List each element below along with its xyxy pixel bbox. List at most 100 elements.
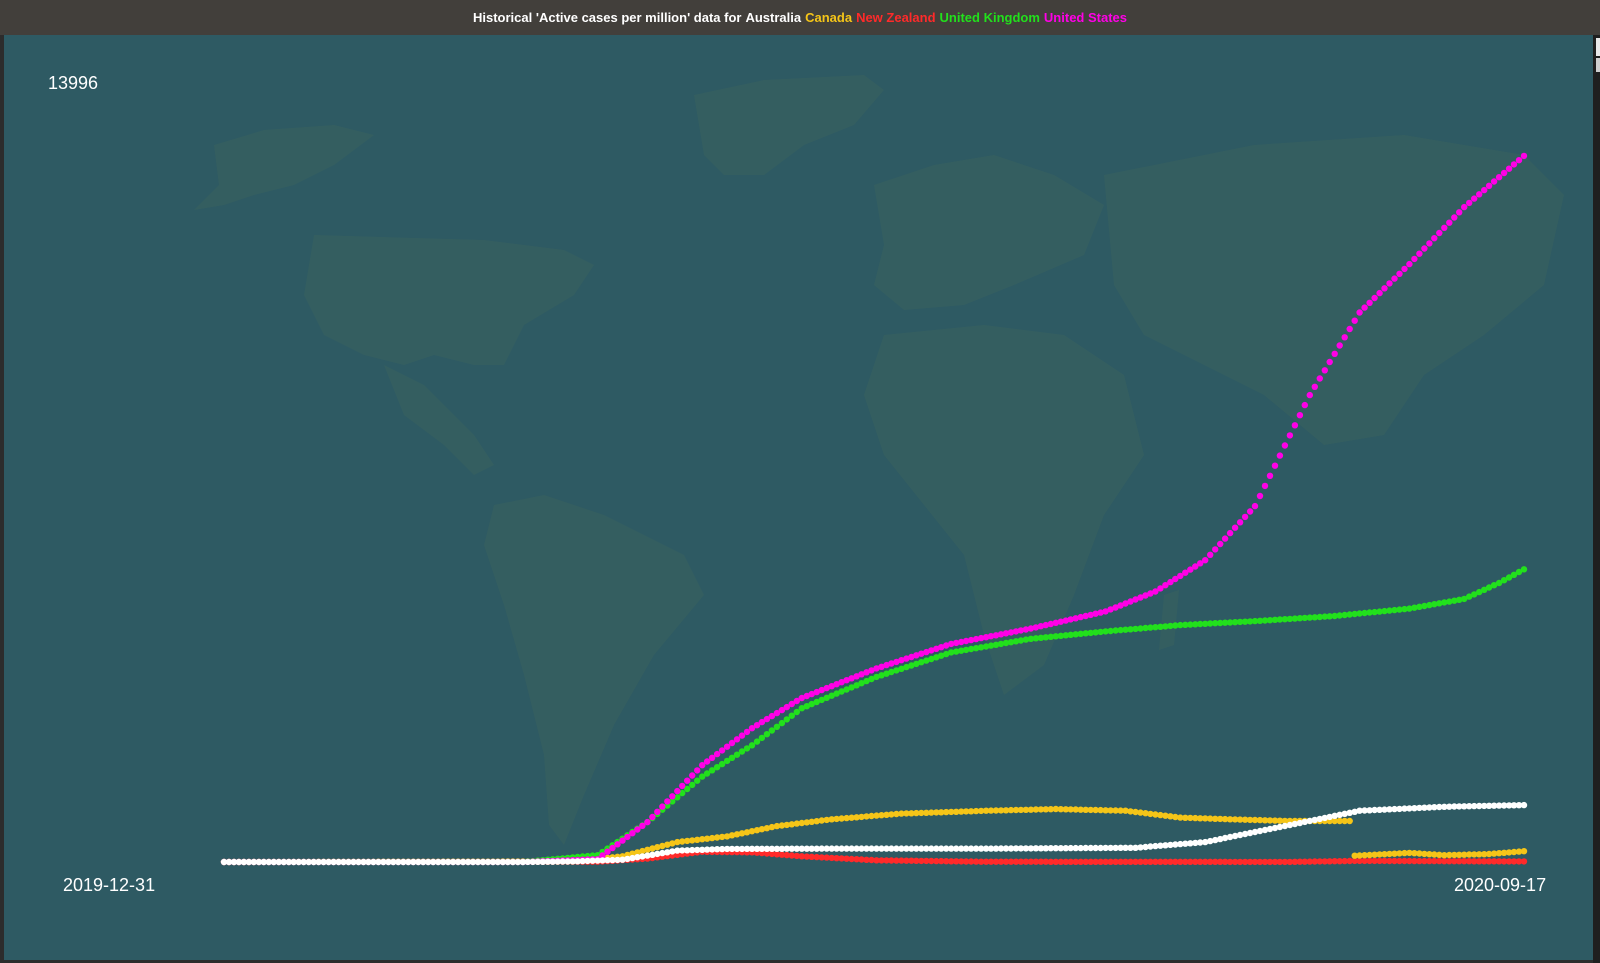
data-point	[1500, 849, 1508, 856]
data-point	[1047, 620, 1055, 628]
data-point	[1212, 620, 1219, 627]
scroll-handle-secondary[interactable]	[1596, 58, 1600, 72]
data-point	[1490, 802, 1498, 809]
data-point	[1221, 535, 1229, 542]
data-point	[1446, 858, 1453, 865]
data-point	[878, 663, 885, 670]
data-point	[1127, 858, 1134, 865]
data-point	[1366, 609, 1373, 616]
data-point	[997, 640, 1005, 648]
data-point	[684, 847, 691, 854]
data-point	[1346, 325, 1353, 333]
data-point	[1172, 841, 1179, 848]
data-point	[425, 858, 432, 866]
data-point	[1217, 835, 1224, 843]
data-point	[1042, 858, 1050, 865]
data-point	[1281, 616, 1289, 623]
data-point	[798, 845, 805, 852]
data-point	[1481, 186, 1488, 194]
data-point	[1022, 806, 1030, 813]
data-point	[1401, 805, 1408, 812]
scroll-handle[interactable]	[1596, 38, 1600, 56]
data-point	[763, 845, 771, 852]
data-point	[390, 858, 397, 866]
data-point	[1266, 858, 1274, 866]
map-asia	[1104, 135, 1564, 445]
data-point	[1107, 858, 1114, 865]
data-point	[370, 858, 377, 866]
data-point	[1037, 858, 1045, 865]
data-point	[1117, 858, 1124, 865]
data-point	[1246, 618, 1254, 625]
data-point	[1236, 618, 1244, 626]
data-point	[763, 715, 771, 723]
data-point	[1022, 858, 1030, 865]
data-point	[718, 845, 726, 853]
data-point	[430, 858, 437, 866]
chart-canvas	[194, 75, 1564, 866]
data-point	[1112, 807, 1119, 814]
data-point	[1266, 825, 1274, 833]
data-point	[549, 858, 556, 865]
data-point	[888, 668, 895, 676]
data-point	[1231, 832, 1239, 840]
data-point	[918, 857, 925, 865]
x-start-label: 2019-12-31	[63, 875, 156, 895]
data-point	[768, 727, 776, 734]
data-point	[1012, 858, 1020, 865]
data-point	[953, 845, 960, 852]
data-point	[1192, 839, 1199, 847]
data-point	[1246, 829, 1254, 837]
data-point	[1107, 807, 1114, 814]
data-point	[589, 857, 596, 864]
data-point	[1431, 857, 1438, 865]
data-point	[619, 837, 626, 844]
data-point	[1510, 161, 1518, 168]
data-point	[1082, 630, 1089, 637]
data-point	[713, 834, 721, 841]
data-point	[1341, 817, 1348, 825]
data-point	[1182, 858, 1189, 865]
data-point	[1027, 806, 1035, 813]
data-point	[1500, 169, 1508, 177]
data-point	[748, 845, 756, 852]
data-point	[1376, 289, 1383, 297]
data-point	[883, 670, 890, 677]
data-point	[1162, 842, 1169, 849]
data-point	[444, 858, 452, 866]
data-point	[290, 858, 297, 866]
data-point	[1426, 804, 1433, 811]
data-point	[1505, 574, 1513, 581]
data-point	[1485, 182, 1493, 189]
data-point	[1127, 598, 1134, 605]
data-point	[1087, 844, 1094, 852]
data-point	[1446, 219, 1453, 226]
data-point	[360, 858, 367, 866]
data-point	[923, 648, 930, 656]
data-point	[380, 858, 387, 866]
data-point	[604, 857, 611, 864]
data-point	[708, 767, 716, 774]
data-point	[977, 634, 985, 642]
data-point	[1226, 858, 1234, 866]
data-point	[848, 814, 855, 821]
data-point	[1147, 624, 1154, 631]
data-point	[1301, 818, 1309, 826]
data-point	[962, 858, 970, 865]
data-point	[838, 855, 845, 862]
data-point	[579, 857, 586, 865]
data-point	[1376, 851, 1383, 858]
data-point	[345, 858, 352, 866]
data-point	[908, 857, 915, 864]
data-point	[1266, 617, 1274, 624]
data-point	[1147, 590, 1154, 597]
data-point	[1421, 857, 1428, 865]
data-point	[713, 846, 721, 853]
data-point	[898, 810, 905, 817]
data-point	[1212, 546, 1219, 553]
data-point	[1520, 801, 1528, 809]
data-point	[1351, 317, 1358, 324]
data-point	[1052, 805, 1060, 813]
data-point	[1261, 817, 1269, 824]
data-point	[1356, 610, 1363, 617]
